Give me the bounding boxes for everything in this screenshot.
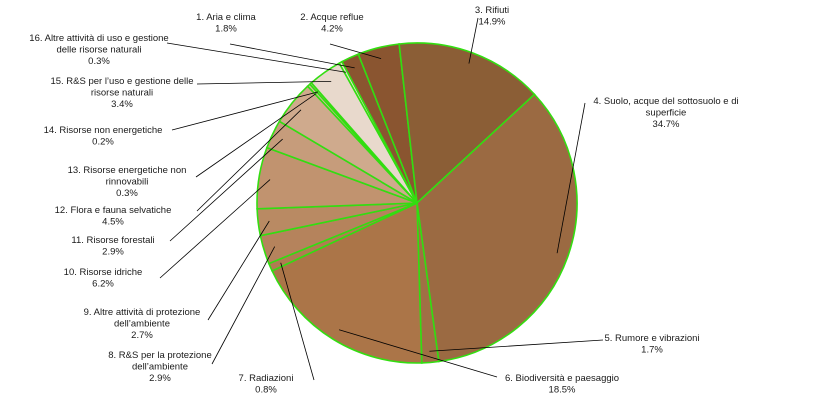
slice-value-label: 1.7% — [641, 345, 663, 356]
leader-line-14 — [171, 91, 319, 131]
slice-value-label: 0.3% — [116, 188, 138, 199]
leader-line-4 — [556, 102, 586, 254]
slice-name-label: 3. Rifiuti — [475, 5, 509, 16]
slice-value-label: 4.2% — [321, 24, 343, 35]
pie-slice-6 — [271, 201, 423, 364]
leader-line-15 — [196, 81, 332, 85]
slice-label-1: 1. Aria e clima 1.8% — [196, 12, 256, 35]
leader-line-8 — [211, 246, 276, 365]
slice-label-16: 16. Altre attività di uso e gestione dell… — [29, 33, 168, 67]
slice-name-label: 14. Risorse non energetiche — [44, 125, 163, 136]
slice-label-15: 15. R&S per l’uso e gestione delle risors… — [50, 76, 193, 110]
pie-slice-3 — [398, 42, 536, 205]
slice-name-label: 4. Suolo, acque del sottosuolo e di — [593, 96, 738, 107]
leader-line-13 — [195, 93, 317, 178]
slice-name-label: risorse naturali — [91, 88, 153, 99]
slice-name-label: 6. Biodiversità e paesaggio — [505, 373, 619, 384]
slice-label-10: 10. Risorse idriche 6.2% — [64, 267, 143, 290]
slice-value-label: 6.2% — [92, 279, 114, 290]
slice-label-5: 5. Rumore e vibrazioni 1.7% — [604, 333, 699, 356]
slice-value-label: 2.9% — [149, 373, 171, 384]
slice-value-label: 1.8% — [215, 24, 237, 35]
slice-name-label: rinnovabili — [106, 177, 149, 188]
leader-line-6 — [338, 329, 498, 378]
pie-slice-4 — [416, 93, 578, 363]
slice-label-14: 14. Risorse non energetiche 0.2% — [44, 125, 163, 148]
slice-name-label: 7. Radiazioni — [239, 373, 294, 384]
slice-value-label: 2.9% — [102, 247, 124, 258]
slice-name-label: dell’ambiente — [132, 362, 188, 373]
pie-slices — [256, 42, 578, 364]
leader-line-16 — [166, 42, 346, 73]
leader-line-2 — [329, 43, 382, 59]
slice-value-label: 0.3% — [88, 56, 110, 67]
slice-name-label: 16. Altre attività di uso e gestione — [29, 33, 168, 44]
leader-line-7 — [280, 262, 315, 381]
slice-labels: 1. Aria e clima 1.8% 2. Acque reflue 4.2% 3.… — [29, 5, 738, 396]
slice-name-label: 2. Acque reflue — [300, 12, 363, 23]
slice-name-label: superficie — [646, 108, 687, 119]
leader-lines — [159, 17, 604, 381]
slice-label-3: 3. Rifiuti 14.9% — [475, 5, 509, 28]
slice-value-label: 3.4% — [111, 99, 133, 110]
leader-line-12 — [196, 109, 302, 212]
slice-value-label: 0.2% — [92, 137, 114, 148]
leader-line-11 — [169, 138, 283, 242]
slice-name-label: delle risorse naturali — [56, 45, 141, 56]
slice-label-11: 11. Risorse forestali 2.9% — [71, 235, 154, 258]
leader-line-5 — [429, 339, 604, 352]
leader-line-3 — [468, 17, 479, 64]
slice-value-label: 34.7% — [653, 119, 680, 130]
slice-label-6: 6. Biodiversità e paesaggio 18.5% — [505, 373, 619, 396]
slice-name-label: 13. Risorse energetiche non — [68, 165, 187, 176]
slice-name-label: dell’ambiente — [114, 319, 170, 330]
slice-label-8: 8. R&S per la protezione dell’ambiente 2.9… — [108, 350, 212, 384]
slice-value-label: 4.5% — [102, 217, 124, 228]
pie-slice-16 — [338, 60, 418, 204]
slice-value-label: 14.9% — [479, 17, 506, 28]
leader-line-9 — [207, 220, 270, 321]
slice-name-label: 11. Risorse forestali — [71, 235, 154, 246]
slice-label-9: 9. Altre attività di protezione dell’ambi… — [84, 307, 201, 341]
slice-label-12: 12. Flora e fauna selvatiche 4.5% — [55, 205, 172, 228]
slice-name-label: 1. Aria e clima — [196, 12, 256, 23]
slice-name-label: 10. Risorse idriche — [64, 267, 143, 278]
leader-line-10 — [159, 179, 271, 279]
slice-value-label: 18.5% — [549, 385, 576, 396]
slice-name-label: 9. Altre attività di protezione — [84, 307, 201, 318]
slice-value-label: 0.8% — [255, 385, 277, 396]
slice-label-2: 2. Acque reflue 4.2% — [300, 12, 363, 35]
leader-line-1 — [229, 43, 355, 69]
slice-name-label: 8. R&S per la protezione — [108, 350, 212, 361]
slice-label-4: 4. Suolo, acque del sottosuolo e di super… — [593, 96, 738, 130]
slice-name-label: 12. Flora e fauna selvatiche — [55, 205, 172, 216]
slice-label-7: 7. Radiazioni 0.8% — [239, 373, 294, 396]
slice-label-13: 13. Risorse energetiche non rinnovabili 0.… — [68, 165, 187, 199]
slice-name-label: 15. R&S per l’uso e gestione delle — [50, 76, 193, 87]
slice-name-label: 5. Rumore e vibrazioni — [604, 333, 699, 344]
slice-value-label: 2.7% — [131, 330, 153, 341]
